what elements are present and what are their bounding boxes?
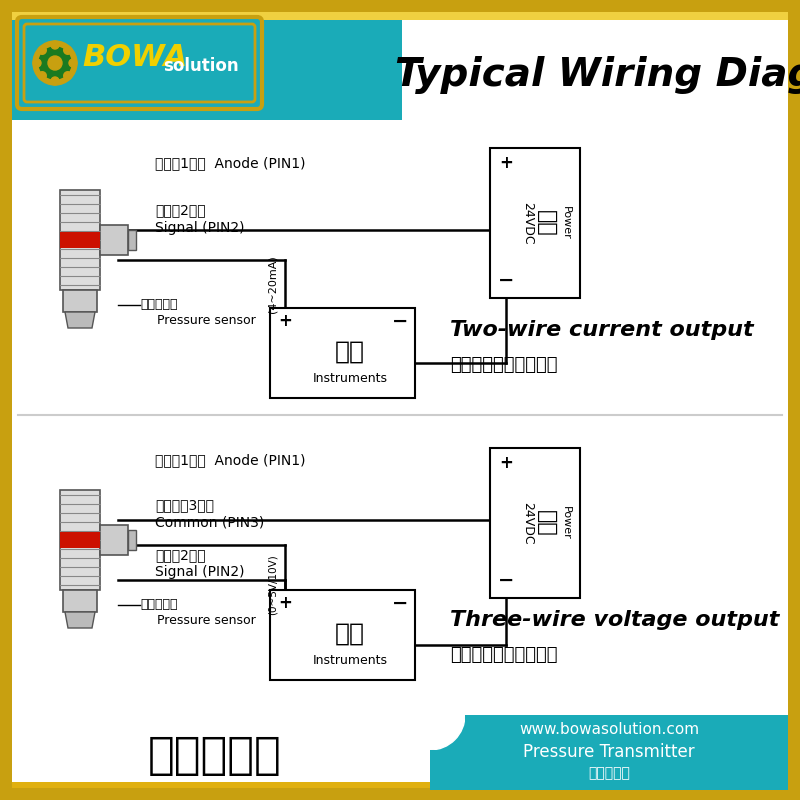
Text: Pressure sensor: Pressure sensor xyxy=(157,614,256,626)
Bar xyxy=(465,715,788,750)
Text: 正极（1脚）  Anode (PIN1): 正极（1脚） Anode (PIN1) xyxy=(155,156,306,170)
Bar xyxy=(490,148,580,298)
Text: Instruments: Instruments xyxy=(312,654,387,666)
Text: 公共端（3脚）: 公共端（3脚） xyxy=(155,498,214,512)
Circle shape xyxy=(69,59,77,67)
Text: +: + xyxy=(278,594,292,612)
Bar xyxy=(60,532,100,548)
Text: −: − xyxy=(498,570,514,590)
Text: Signal (PIN2): Signal (PIN2) xyxy=(155,565,245,579)
Bar xyxy=(430,750,788,790)
Text: (4~20mA): (4~20mA) xyxy=(268,255,278,313)
Text: 压力传感器: 压力传感器 xyxy=(140,298,178,311)
Text: 压力传感器: 压力传感器 xyxy=(140,598,178,611)
Circle shape xyxy=(38,72,46,80)
Bar xyxy=(12,782,788,788)
Text: 电源: 电源 xyxy=(536,210,556,236)
Circle shape xyxy=(39,47,71,79)
Bar xyxy=(430,715,788,790)
Text: Pressure Transmitter: Pressure Transmitter xyxy=(523,743,695,761)
Bar xyxy=(100,525,128,555)
Text: 仪器: 仪器 xyxy=(334,622,365,645)
Text: −: − xyxy=(392,594,408,613)
Bar xyxy=(60,490,100,590)
Bar xyxy=(100,225,128,255)
Text: 两线制电流输出接线图: 两线制电流输出接线图 xyxy=(450,356,558,374)
Text: 24VDC: 24VDC xyxy=(522,502,534,544)
Text: Signal (PIN2): Signal (PIN2) xyxy=(155,221,245,235)
Text: +: + xyxy=(499,154,513,172)
Text: −: − xyxy=(498,270,514,290)
Text: 电源: 电源 xyxy=(536,510,556,536)
Text: Two-wire current output: Two-wire current output xyxy=(450,320,754,340)
FancyBboxPatch shape xyxy=(17,17,262,109)
Text: 正极（1脚）  Anode (PIN1): 正极（1脚） Anode (PIN1) xyxy=(155,453,306,467)
Text: Typical Wiring Diagram: Typical Wiring Diagram xyxy=(395,56,800,94)
Circle shape xyxy=(48,56,62,70)
Circle shape xyxy=(64,72,72,80)
FancyBboxPatch shape xyxy=(24,24,255,102)
Bar xyxy=(490,448,580,598)
Text: www.bowasolution.com: www.bowasolution.com xyxy=(519,722,699,738)
Text: Pressure sensor: Pressure sensor xyxy=(157,314,256,326)
Bar xyxy=(128,530,136,550)
Text: +: + xyxy=(499,454,513,472)
Polygon shape xyxy=(65,312,95,328)
Circle shape xyxy=(33,41,77,85)
Text: 24VDC: 24VDC xyxy=(522,202,534,244)
Text: 仪器: 仪器 xyxy=(334,339,365,363)
Text: 典型接线图: 典型接线图 xyxy=(148,734,282,777)
Bar xyxy=(270,590,415,680)
Text: 三线制电压输出接线图: 三线制电压输出接线图 xyxy=(450,646,558,664)
Text: solution: solution xyxy=(163,57,238,75)
Bar xyxy=(60,232,100,248)
Text: BOWA: BOWA xyxy=(82,43,187,73)
Bar xyxy=(63,590,97,612)
Polygon shape xyxy=(65,612,95,628)
Circle shape xyxy=(64,46,72,54)
Circle shape xyxy=(33,59,41,67)
Bar xyxy=(12,12,788,20)
Bar xyxy=(63,290,97,312)
Bar xyxy=(12,12,402,120)
Text: 压力变送器: 压力变送器 xyxy=(588,766,630,780)
Text: Power: Power xyxy=(561,506,570,540)
Text: Power: Power xyxy=(561,206,570,240)
Circle shape xyxy=(38,46,46,54)
Text: Instruments: Instruments xyxy=(312,372,387,385)
Text: Common (PIN3): Common (PIN3) xyxy=(155,515,264,529)
Text: Three-wire voltage output: Three-wire voltage output xyxy=(450,610,779,630)
Bar xyxy=(270,308,415,398)
Bar xyxy=(128,230,136,250)
Bar xyxy=(60,190,100,290)
Text: (0~5V/10V): (0~5V/10V) xyxy=(268,554,278,615)
Text: 信号（2脚）: 信号（2脚） xyxy=(155,203,206,217)
Text: +: + xyxy=(278,312,292,330)
Circle shape xyxy=(51,41,59,49)
Circle shape xyxy=(51,77,59,85)
Text: −: − xyxy=(392,311,408,330)
Circle shape xyxy=(395,680,465,750)
Text: 信号（2脚）: 信号（2脚） xyxy=(155,548,206,562)
